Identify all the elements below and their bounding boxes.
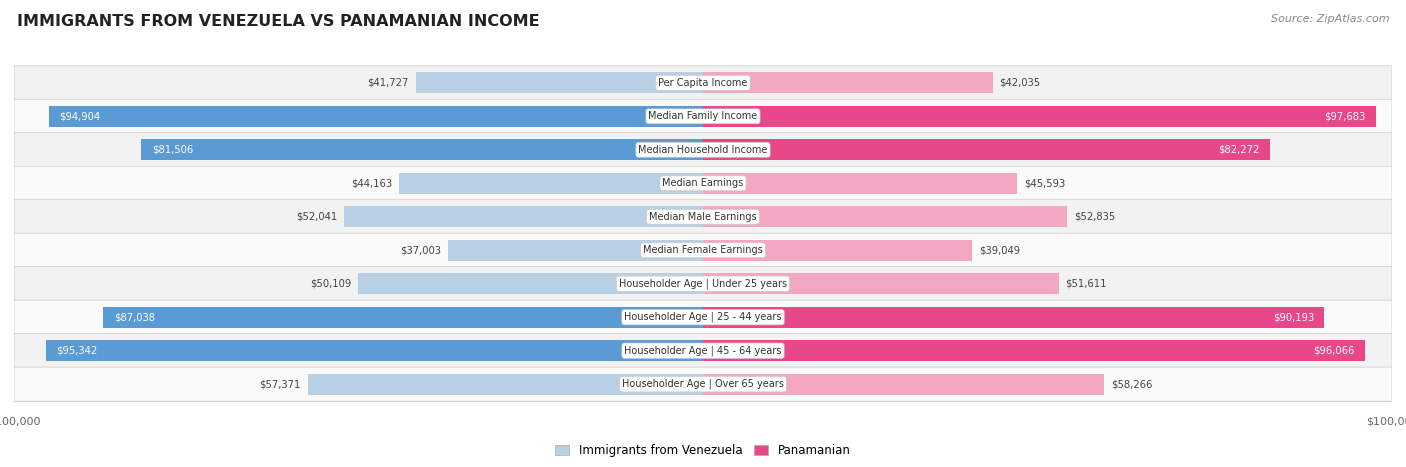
Bar <box>703 106 1376 127</box>
Text: $44,163: $44,163 <box>350 178 392 188</box>
Bar <box>416 72 703 93</box>
Bar <box>449 240 703 261</box>
Text: Householder Age | 45 - 64 years: Householder Age | 45 - 64 years <box>624 346 782 356</box>
Bar <box>703 340 1365 361</box>
Text: Householder Age | Over 65 years: Householder Age | Over 65 years <box>621 379 785 389</box>
Bar <box>703 240 972 261</box>
Text: $45,593: $45,593 <box>1024 178 1066 188</box>
FancyBboxPatch shape <box>14 333 1392 368</box>
Text: $96,066: $96,066 <box>1313 346 1354 356</box>
Bar <box>357 273 703 294</box>
Text: $87,038: $87,038 <box>114 312 155 322</box>
Text: Per Capita Income: Per Capita Income <box>658 78 748 88</box>
Bar <box>703 307 1324 327</box>
Text: $52,835: $52,835 <box>1074 212 1115 222</box>
Bar <box>399 173 703 194</box>
Bar <box>46 340 703 361</box>
Text: $95,342: $95,342 <box>56 346 98 356</box>
Text: $94,904: $94,904 <box>59 111 101 121</box>
Text: IMMIGRANTS FROM VENEZUELA VS PANAMANIAN INCOME: IMMIGRANTS FROM VENEZUELA VS PANAMANIAN … <box>17 14 540 29</box>
Text: Householder Age | Under 25 years: Householder Age | Under 25 years <box>619 278 787 289</box>
Text: $52,041: $52,041 <box>297 212 337 222</box>
Text: Median Earnings: Median Earnings <box>662 178 744 188</box>
Bar <box>703 273 1059 294</box>
Text: $42,035: $42,035 <box>1000 78 1040 88</box>
Legend: Immigrants from Venezuela, Panamanian: Immigrants from Venezuela, Panamanian <box>551 439 855 462</box>
FancyBboxPatch shape <box>14 367 1392 401</box>
Text: $58,266: $58,266 <box>1111 379 1153 389</box>
FancyBboxPatch shape <box>14 300 1392 334</box>
Text: $81,506: $81,506 <box>152 145 193 155</box>
FancyBboxPatch shape <box>14 233 1392 267</box>
Bar <box>703 173 1017 194</box>
Text: $51,611: $51,611 <box>1066 279 1107 289</box>
Text: Median Female Earnings: Median Female Earnings <box>643 245 763 255</box>
FancyBboxPatch shape <box>14 99 1392 134</box>
Text: $82,272: $82,272 <box>1218 145 1260 155</box>
Bar <box>703 72 993 93</box>
Bar <box>703 206 1067 227</box>
Bar <box>308 374 703 395</box>
Bar <box>703 140 1270 160</box>
Text: Median Male Earnings: Median Male Earnings <box>650 212 756 222</box>
FancyBboxPatch shape <box>14 133 1392 167</box>
Text: Median Family Income: Median Family Income <box>648 111 758 121</box>
Text: $90,193: $90,193 <box>1272 312 1315 322</box>
Text: Householder Age | 25 - 44 years: Householder Age | 25 - 44 years <box>624 312 782 322</box>
Bar <box>104 307 703 327</box>
Text: $57,371: $57,371 <box>260 379 301 389</box>
Text: $97,683: $97,683 <box>1324 111 1365 121</box>
FancyBboxPatch shape <box>14 166 1392 200</box>
Bar <box>142 140 703 160</box>
FancyBboxPatch shape <box>14 66 1392 100</box>
Text: $39,049: $39,049 <box>979 245 1019 255</box>
Bar <box>703 374 1105 395</box>
Text: Median Household Income: Median Household Income <box>638 145 768 155</box>
Bar <box>344 206 703 227</box>
Text: $41,727: $41,727 <box>367 78 409 88</box>
Text: $37,003: $37,003 <box>401 245 441 255</box>
Text: $50,109: $50,109 <box>309 279 352 289</box>
FancyBboxPatch shape <box>14 200 1392 234</box>
Bar <box>49 106 703 127</box>
Text: Source: ZipAtlas.com: Source: ZipAtlas.com <box>1271 14 1389 24</box>
FancyBboxPatch shape <box>14 267 1392 301</box>
